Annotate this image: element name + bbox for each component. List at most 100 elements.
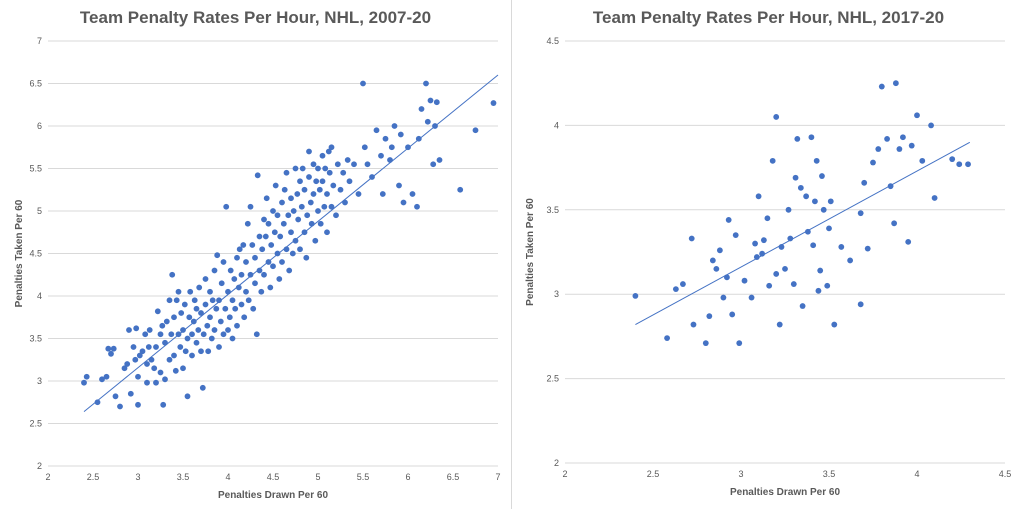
data-point-left: [249, 242, 256, 248]
data-point-left: [261, 271, 267, 278]
data-point-left: [180, 365, 186, 372]
data-point-left: [135, 373, 141, 380]
data-point-left: [218, 280, 225, 287]
data-point-left: [162, 376, 168, 383]
data-point-left: [195, 327, 202, 333]
y-tick-label-left: 4: [37, 291, 42, 301]
data-point-left: [324, 191, 330, 197]
y-tick-label-right: 4.5: [546, 36, 559, 46]
x-axis-title-right: Penalties Drawn Per 60: [730, 487, 840, 498]
data-point-left: [184, 335, 191, 342]
data-point-right: [680, 281, 686, 287]
data-point-right: [760, 237, 767, 244]
data-point-right: [690, 321, 697, 328]
data-point-left: [379, 191, 386, 197]
x-tick-label-left: 5: [315, 472, 320, 482]
data-point-left: [306, 174, 312, 180]
data-point-left: [223, 203, 230, 210]
data-point-left: [169, 271, 176, 278]
data-point-left: [288, 195, 294, 202]
data-point-left: [157, 369, 164, 376]
data-point-right: [928, 122, 934, 129]
data-point-left: [283, 246, 290, 253]
data-point-left: [159, 322, 166, 329]
data-point-right: [753, 254, 760, 260]
data-point-left: [202, 301, 209, 308]
data-point-left: [424, 118, 431, 125]
data-point-right: [688, 235, 695, 242]
data-point-right: [766, 282, 773, 289]
data-point-right: [956, 161, 963, 168]
data-point-left: [220, 259, 227, 265]
data-point-right: [965, 161, 971, 168]
data-point-left: [315, 165, 321, 172]
y-tick-label-left: 3.5: [29, 334, 42, 344]
data-point-right: [706, 313, 713, 320]
data-point-right: [864, 245, 871, 252]
data-point-right: [931, 195, 938, 201]
data-point-left: [340, 169, 347, 176]
data-point-left: [286, 267, 293, 274]
x-tick-label-right: 3.5: [823, 469, 836, 479]
data-point-left: [322, 165, 329, 172]
data-point-left: [198, 310, 204, 316]
data-point-left: [181, 301, 188, 308]
data-point-left: [144, 379, 150, 386]
data-point-left: [226, 314, 233, 321]
data-point-left: [199, 384, 206, 391]
data-point-left: [310, 161, 317, 168]
data-point-left: [157, 331, 164, 338]
data-point-left: [124, 361, 131, 367]
y-tick-label-left: 6.5: [29, 79, 42, 89]
data-point-left: [175, 331, 182, 338]
data-point-right: [919, 157, 926, 164]
data-point-right: [778, 244, 785, 250]
chart-panel-right: Team Penalty Rates Per Hour, NHL, 2017-2…: [513, 0, 1024, 509]
data-point-left: [256, 233, 263, 240]
data-point-left: [253, 331, 260, 338]
data-point-right: [741, 277, 748, 284]
data-point-left: [189, 352, 195, 359]
data-point-left: [198, 348, 204, 355]
data-point-left: [229, 335, 236, 342]
data-point-left: [204, 322, 211, 329]
data-point-left: [382, 135, 389, 142]
data-point-right: [725, 217, 732, 223]
y-tick-label-left: 5.5: [29, 164, 42, 174]
data-point-left: [175, 288, 182, 295]
data-point-left: [166, 297, 173, 304]
data-point-right: [820, 206, 827, 213]
data-point-right: [838, 244, 845, 250]
data-point-right: [799, 303, 806, 309]
data-point-left: [189, 331, 195, 338]
x-tick-label-left: 3.5: [177, 472, 190, 482]
data-point-right: [720, 294, 727, 301]
data-point-right: [752, 240, 758, 247]
data-point-left: [344, 157, 351, 163]
data-point-left: [234, 322, 240, 329]
data-point-right: [914, 112, 920, 119]
data-point-right: [949, 156, 956, 163]
y-axis-title-left: Penalties Taken Per 60: [14, 199, 25, 307]
data-point-left: [310, 191, 317, 197]
data-point-left: [307, 199, 314, 206]
data-point-left: [258, 288, 265, 295]
y-tick-label-right: 2.5: [546, 374, 559, 384]
data-point-left: [396, 182, 402, 189]
data-point-left: [186, 314, 193, 321]
data-point-left: [312, 237, 319, 244]
x-tick-label-left: 2: [45, 472, 50, 482]
data-point-right: [773, 271, 780, 277]
data-point-right: [813, 157, 820, 164]
data-point-right: [797, 184, 804, 191]
data-point-left: [289, 250, 296, 257]
x-tick-label-left: 6: [405, 472, 410, 482]
y-axis-title-right: Penalties Taken Per 60: [525, 198, 536, 306]
data-point-left: [490, 100, 497, 106]
y-tick-label-right: 3.5: [546, 205, 559, 215]
x-tick-label-left: 3: [135, 472, 140, 482]
data-point-left: [270, 208, 276, 214]
data-point-left: [279, 199, 285, 206]
data-point-left: [127, 390, 134, 397]
data-point-left: [361, 144, 368, 151]
